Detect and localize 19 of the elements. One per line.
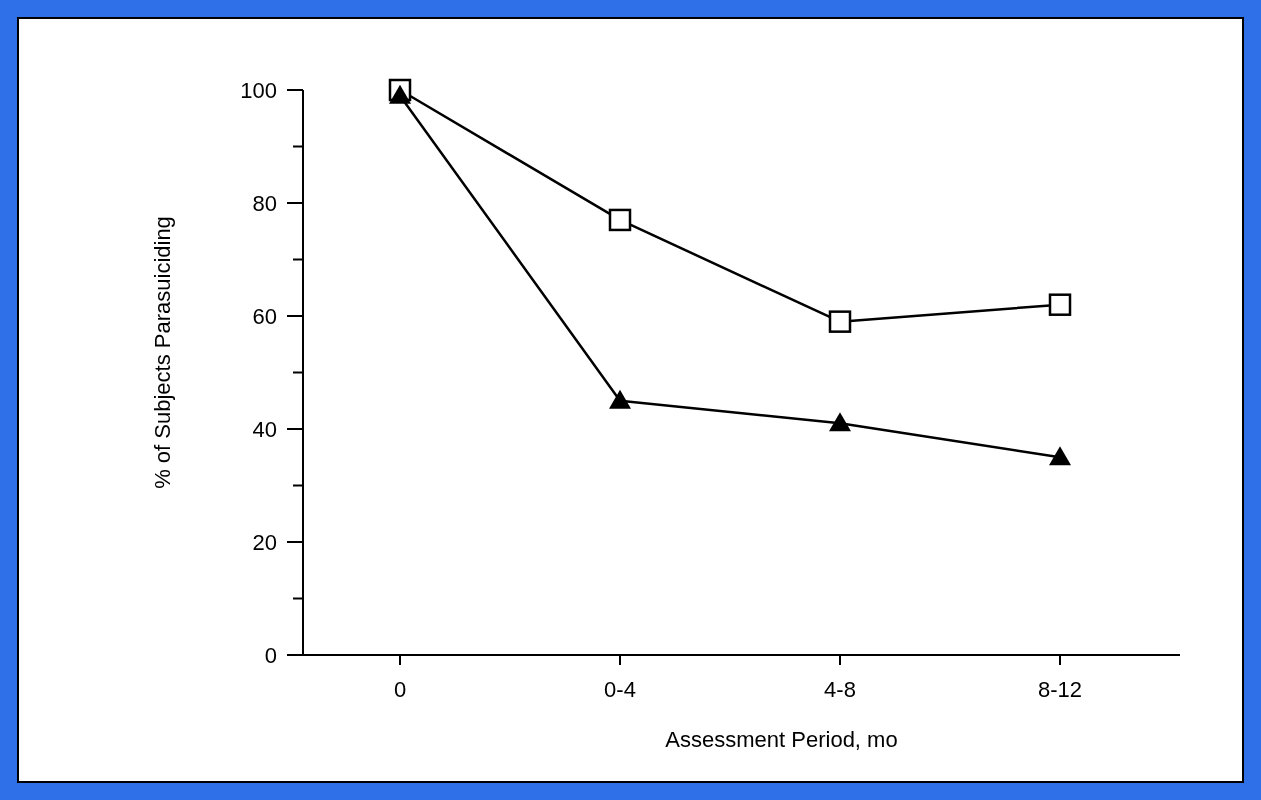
y-tick-label: 0 — [264, 642, 277, 668]
point — [609, 389, 631, 409]
y-tick-label: 40 — [252, 416, 277, 442]
x-tick-label: 4-8 — [824, 677, 856, 702]
x-tick-label: 0-4 — [604, 677, 636, 702]
point — [829, 412, 851, 432]
point — [1048, 293, 1072, 316]
y-tick-label: 60 — [252, 303, 277, 329]
x-tick-label: 0 — [393, 677, 407, 702]
y-tick-label: 80 — [252, 190, 277, 216]
point — [1049, 446, 1071, 466]
point — [828, 310, 852, 333]
x-tick-label: 8-12 — [1037, 677, 1083, 702]
x-axis-title: Assessment Period, mo — [665, 727, 898, 752]
y-axis-title: % of Subjects Parasuiciding — [150, 216, 175, 489]
y-tick-label: 100 — [240, 77, 277, 103]
point — [389, 84, 411, 104]
y-tick-label: 20 — [252, 529, 277, 555]
point — [608, 208, 632, 232]
